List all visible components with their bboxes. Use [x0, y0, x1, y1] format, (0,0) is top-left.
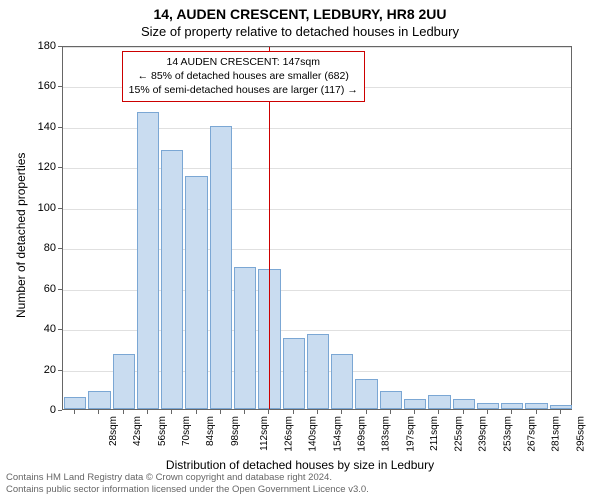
- y-tick-label: 160: [0, 80, 56, 92]
- y-axis-label: Number of detached properties: [14, 153, 28, 318]
- y-tick-mark: [58, 46, 62, 47]
- x-tick-label: 70sqm: [181, 416, 192, 446]
- y-tick-label: 20: [0, 364, 56, 376]
- footer-attribution: Contains HM Land Registry data © Crown c…: [6, 472, 369, 496]
- y-tick-mark: [58, 248, 62, 249]
- y-tick-label: 140: [0, 121, 56, 133]
- page-subtitle: Size of property relative to detached ho…: [0, 22, 600, 39]
- footer-line-2: Contains public sector information licen…: [6, 484, 369, 496]
- y-tick-label: 0: [0, 404, 56, 416]
- annotation-line: 14 AUDEN CRESCENT: 147sqm: [129, 55, 358, 69]
- x-tick-label: 154sqm: [332, 416, 343, 452]
- y-tick-mark: [58, 208, 62, 209]
- histogram-bar: [453, 399, 475, 409]
- y-tick-label: 180: [0, 40, 56, 52]
- x-tick-mark: [341, 410, 342, 414]
- gridline: [63, 47, 571, 48]
- histogram-bar: [404, 399, 426, 409]
- histogram-bar: [161, 150, 183, 409]
- histogram-bar: [185, 176, 207, 409]
- x-tick-mark: [268, 410, 269, 414]
- histogram-bar: [137, 112, 159, 409]
- x-tick-label: 225sqm: [454, 416, 465, 452]
- y-tick-label: 40: [0, 323, 56, 335]
- histogram-bar: [477, 403, 499, 409]
- x-tick-label: 140sqm: [308, 416, 319, 452]
- x-tick-mark: [414, 410, 415, 414]
- x-tick-label: 98sqm: [230, 416, 241, 446]
- y-tick-mark: [58, 86, 62, 87]
- y-tick-mark: [58, 127, 62, 128]
- x-tick-mark: [560, 410, 561, 414]
- x-tick-mark: [171, 410, 172, 414]
- y-tick-label: 60: [0, 283, 56, 295]
- x-axis-ticks: 28sqm 42sqm 56sqm 70sqm 84sqm 98sqm 112sqm 126s…: [62, 410, 572, 460]
- y-tick-mark: [58, 370, 62, 371]
- histogram-bar: [550, 405, 572, 409]
- y-tick-mark: [58, 329, 62, 330]
- y-tick-label: 120: [0, 161, 56, 173]
- histogram-bar: [307, 334, 329, 409]
- histogram-bar: [234, 267, 256, 409]
- histogram-bar: [380, 391, 402, 409]
- histogram-bar: [501, 403, 523, 409]
- x-tick-mark: [390, 410, 391, 414]
- x-tick-label: 197sqm: [405, 416, 416, 452]
- x-tick-label: 281sqm: [551, 416, 562, 452]
- x-tick-label: 169sqm: [357, 416, 368, 452]
- annotation-box: 14 AUDEN CRESCENT: 147sqm← 85% of detach…: [122, 51, 365, 102]
- y-tick-label: 80: [0, 242, 56, 254]
- annotation-line: ← 85% of detached houses are smaller (68…: [129, 69, 358, 83]
- chart-plot-area: 14 AUDEN CRESCENT: 147sqm← 85% of detach…: [62, 46, 572, 410]
- x-tick-mark: [438, 410, 439, 414]
- y-tick-mark: [58, 167, 62, 168]
- histogram-bar: [113, 354, 135, 409]
- x-tick-mark: [366, 410, 367, 414]
- histogram-bar: [428, 395, 450, 409]
- x-tick-label: 126sqm: [284, 416, 295, 452]
- x-tick-label: 112sqm: [259, 416, 270, 451]
- x-tick-mark: [244, 410, 245, 414]
- page-title: 14, AUDEN CRESCENT, LEDBURY, HR8 2UU: [0, 0, 600, 22]
- y-tick-label: 100: [0, 202, 56, 214]
- x-tick-label: 183sqm: [381, 416, 392, 452]
- x-tick-label: 295sqm: [575, 416, 586, 452]
- x-tick-mark: [317, 410, 318, 414]
- histogram-bar: [64, 397, 86, 409]
- x-tick-label: 28sqm: [108, 416, 119, 446]
- x-tick-mark: [536, 410, 537, 414]
- x-tick-label: 84sqm: [205, 416, 216, 446]
- x-tick-label: 267sqm: [527, 416, 538, 452]
- histogram-bar: [88, 391, 110, 409]
- footer-line-1: Contains HM Land Registry data © Crown c…: [6, 472, 369, 484]
- x-tick-label: 253sqm: [502, 416, 513, 452]
- x-tick-mark: [220, 410, 221, 414]
- x-tick-mark: [463, 410, 464, 414]
- x-tick-mark: [511, 410, 512, 414]
- histogram-bar: [355, 379, 377, 409]
- x-tick-label: 239sqm: [478, 416, 489, 452]
- histogram-bar: [283, 338, 305, 409]
- histogram-bar: [525, 403, 547, 409]
- histogram-bar: [331, 354, 353, 409]
- histogram-bar: [210, 126, 232, 409]
- x-tick-mark: [147, 410, 148, 414]
- x-tick-mark: [98, 410, 99, 414]
- x-tick-mark: [293, 410, 294, 414]
- x-tick-mark: [487, 410, 488, 414]
- x-axis-label: Distribution of detached houses by size …: [0, 458, 600, 472]
- x-tick-mark: [74, 410, 75, 414]
- x-tick-label: 211sqm: [429, 416, 440, 451]
- x-tick-mark: [123, 410, 124, 414]
- annotation-line: 15% of semi-detached houses are larger (…: [129, 83, 358, 97]
- x-tick-label: 42sqm: [132, 416, 143, 446]
- x-tick-mark: [196, 410, 197, 414]
- x-tick-label: 56sqm: [157, 416, 168, 446]
- y-tick-mark: [58, 289, 62, 290]
